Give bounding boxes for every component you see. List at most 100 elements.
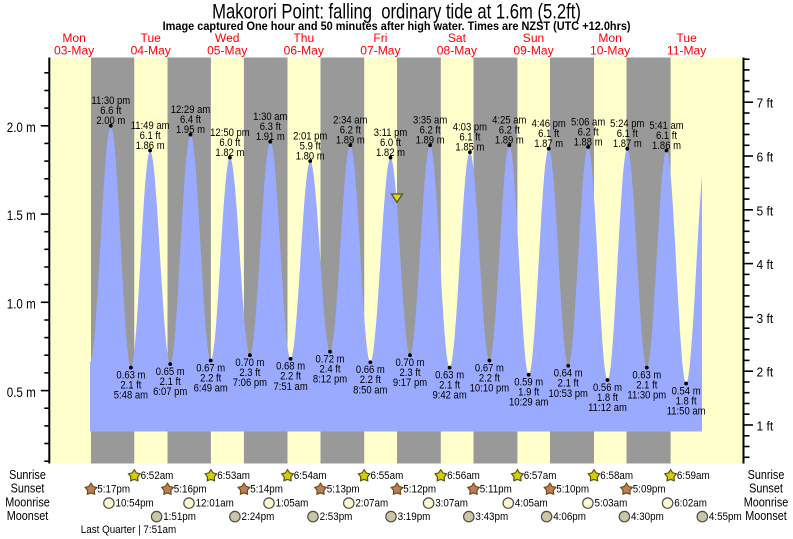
svg-text:Fri: Fri — [373, 31, 387, 45]
svg-text:6.1 ft: 6.1 ft — [617, 129, 638, 141]
svg-text:5:16pm: 5:16pm — [174, 483, 207, 496]
svg-text:1:30 am: 1:30 am — [253, 112, 287, 124]
svg-text:1.0 m: 1.0 m — [7, 295, 36, 311]
svg-text:1 ft: 1 ft — [757, 419, 774, 434]
svg-text:5 ft: 5 ft — [757, 204, 774, 219]
svg-text:5:48 am: 5:48 am — [114, 390, 148, 402]
svg-text:7 ft: 7 ft — [757, 96, 774, 111]
svg-text:Mon: Mon — [62, 31, 85, 45]
svg-text:11:30 pm: 11:30 pm — [627, 390, 666, 402]
svg-text:2.2 ft: 2.2 ft — [200, 373, 221, 385]
svg-text:05-May: 05-May — [207, 43, 248, 57]
svg-text:1.95 m: 1.95 m — [176, 124, 205, 136]
svg-text:5:41 am: 5:41 am — [649, 120, 683, 132]
svg-text:6:54am: 6:54am — [294, 469, 327, 482]
svg-text:6.2 ft: 6.2 ft — [499, 125, 520, 137]
svg-text:Sat: Sat — [448, 31, 467, 45]
svg-text:9:17 pm: 9:17 pm — [393, 378, 427, 390]
svg-text:6:58am: 6:58am — [600, 469, 633, 482]
svg-text:6.1 ft: 6.1 ft — [140, 130, 161, 142]
svg-text:6:57am: 6:57am — [524, 469, 557, 482]
svg-text:2:24pm: 2:24pm — [242, 510, 275, 523]
svg-text:0.64 m: 0.64 m — [554, 368, 583, 380]
svg-text:11:30 pm: 11:30 pm — [91, 96, 130, 108]
svg-text:5:24 pm: 5:24 pm — [610, 119, 644, 131]
svg-text:11:12 am: 11:12 am — [588, 402, 627, 414]
svg-text:2.0 m: 2.0 m — [7, 119, 36, 135]
svg-text:1.87 m: 1.87 m — [534, 139, 563, 151]
svg-text:6:52am: 6:52am — [141, 469, 174, 482]
svg-text:1.86 m: 1.86 m — [136, 140, 165, 152]
svg-text:8:12 pm: 8:12 pm — [313, 374, 347, 386]
svg-text:5:09pm: 5:09pm — [633, 483, 666, 496]
svg-text:Image captured One hour and 50: Image captured One hour and 50 minutes a… — [163, 21, 631, 33]
svg-text:6:49 am: 6:49 am — [194, 383, 228, 395]
svg-text:4:25 am: 4:25 am — [492, 115, 526, 127]
svg-text:1.85 m: 1.85 m — [455, 142, 484, 154]
svg-text:1.89 m: 1.89 m — [495, 135, 524, 147]
svg-text:6.2 ft: 6.2 ft — [340, 125, 361, 137]
svg-text:6:07 pm: 6:07 pm — [153, 387, 187, 399]
svg-text:12:29 am: 12:29 am — [171, 104, 210, 116]
svg-text:Last Quarter | 7:51am: Last Quarter | 7:51am — [81, 523, 177, 536]
svg-text:1.82 m: 1.82 m — [376, 147, 405, 159]
svg-text:2 ft: 2 ft — [757, 365, 774, 380]
svg-text:7:06 pm: 7:06 pm — [233, 378, 267, 390]
svg-text:Sunrise: Sunrise — [9, 468, 46, 482]
svg-text:4:06pm: 4:06pm — [553, 510, 586, 523]
svg-text:4:46 pm: 4:46 pm — [532, 119, 566, 131]
svg-text:Wed: Wed — [215, 31, 240, 45]
svg-text:Sunset: Sunset — [749, 482, 783, 496]
svg-text:1.88 m: 1.88 m — [574, 137, 603, 149]
svg-text:03-May: 03-May — [54, 43, 95, 57]
svg-text:5:03am: 5:03am — [595, 497, 628, 510]
svg-text:Tue: Tue — [676, 31, 697, 45]
svg-text:9:42 am: 9:42 am — [432, 390, 466, 402]
svg-text:11-May: 11-May — [667, 43, 707, 57]
svg-text:10:29 am: 10:29 am — [509, 397, 548, 409]
svg-text:Sun: Sun — [523, 31, 544, 45]
svg-text:0.63 m: 0.63 m — [116, 370, 145, 382]
svg-text:4:55pm: 4:55pm — [709, 510, 742, 523]
svg-text:0.70 m: 0.70 m — [235, 358, 264, 370]
svg-text:5.9 ft: 5.9 ft — [300, 141, 321, 153]
svg-text:Sunrise: Sunrise — [748, 468, 785, 482]
svg-text:10-May: 10-May — [590, 43, 631, 57]
svg-text:6:55am: 6:55am — [371, 469, 404, 482]
svg-text:1.80 m: 1.80 m — [296, 151, 325, 163]
svg-text:4:03 pm: 4:03 pm — [453, 122, 487, 134]
svg-text:2.2 ft: 2.2 ft — [360, 375, 381, 387]
svg-text:1.86 m: 1.86 m — [652, 140, 681, 152]
svg-text:1:05am: 1:05am — [276, 497, 309, 510]
svg-text:2.4 ft: 2.4 ft — [319, 364, 340, 376]
svg-text:6.1 ft: 6.1 ft — [459, 132, 480, 144]
svg-text:6.2 ft: 6.2 ft — [578, 127, 599, 139]
svg-text:4 ft: 4 ft — [757, 258, 774, 273]
svg-text:0.67 m: 0.67 m — [475, 363, 504, 375]
svg-text:04-May: 04-May — [131, 43, 172, 57]
svg-text:1.89 m: 1.89 m — [416, 135, 445, 147]
svg-text:5:14pm: 5:14pm — [250, 483, 283, 496]
svg-text:11:49 am: 11:49 am — [131, 120, 170, 132]
svg-text:6.0 ft: 6.0 ft — [380, 137, 401, 149]
svg-text:1.82 m: 1.82 m — [215, 147, 244, 159]
svg-text:Moonset: Moonset — [7, 509, 49, 523]
svg-text:09-May: 09-May — [513, 43, 554, 57]
svg-text:5:06 am: 5:06 am — [571, 117, 605, 129]
svg-text:3:19pm: 3:19pm — [398, 510, 431, 523]
svg-text:1.9 ft: 1.9 ft — [518, 387, 539, 399]
svg-text:8:50 am: 8:50 am — [353, 385, 387, 397]
svg-text:Moonrise: Moonrise — [744, 496, 789, 510]
svg-text:0.54 m: 0.54 m — [672, 386, 701, 398]
svg-text:6:59am: 6:59am — [677, 469, 710, 482]
svg-text:6.1 ft: 6.1 ft — [656, 130, 677, 142]
svg-text:06-May: 06-May — [284, 43, 325, 57]
svg-text:1.5 m: 1.5 m — [7, 207, 36, 223]
svg-text:5:13pm: 5:13pm — [327, 483, 360, 496]
svg-text:6.1 ft: 6.1 ft — [538, 129, 559, 141]
svg-text:5:11pm: 5:11pm — [480, 483, 512, 496]
svg-text:2.3 ft: 2.3 ft — [399, 368, 420, 380]
svg-text:0.68 m: 0.68 m — [276, 361, 305, 373]
svg-text:1.8 ft: 1.8 ft — [597, 392, 618, 404]
svg-text:1:51pm: 1:51pm — [163, 510, 196, 523]
